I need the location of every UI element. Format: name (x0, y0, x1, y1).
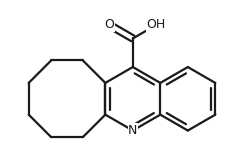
Text: O: O (104, 18, 114, 31)
Text: OH: OH (147, 18, 166, 31)
Text: N: N (128, 124, 138, 137)
